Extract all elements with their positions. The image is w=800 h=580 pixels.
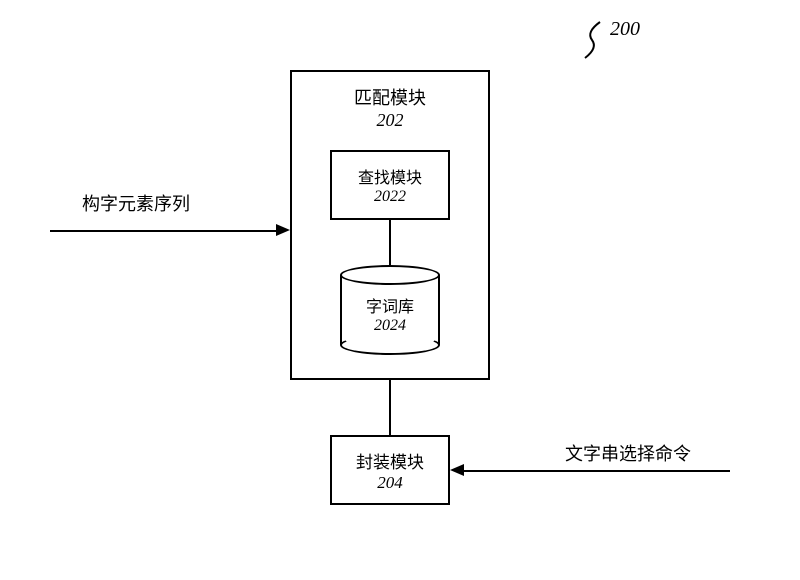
figure-number: 200 bbox=[610, 18, 640, 41]
package-module-label: 封装模块 bbox=[356, 448, 424, 473]
lookup-module-number: 2022 bbox=[374, 188, 406, 206]
matching-module-label: 匹配模块 bbox=[354, 84, 426, 110]
matching-module-number: 202 bbox=[354, 110, 426, 131]
select-arrow-line bbox=[462, 470, 730, 472]
dictionary-label: 字词库 bbox=[340, 293, 440, 317]
dictionary-number: 2024 bbox=[340, 317, 440, 335]
connector-outer-to-package bbox=[389, 380, 391, 435]
package-module-box: 封装模块 204 bbox=[330, 435, 450, 505]
select-arrow-head bbox=[450, 464, 464, 476]
input-arrow-head bbox=[276, 224, 290, 236]
dictionary-cylinder: 字词库 2024 bbox=[340, 265, 440, 355]
select-arrow-label: 文字串选择命令 bbox=[565, 440, 691, 466]
input-arrow-line bbox=[50, 230, 278, 232]
connector-lookup-to-dict bbox=[389, 220, 391, 265]
lookup-module-label: 查找模块 bbox=[358, 164, 422, 188]
input-arrow-label: 构字元素序列 bbox=[82, 190, 190, 216]
lookup-module-box: 查找模块 2022 bbox=[330, 150, 450, 220]
figure-s-curve bbox=[580, 20, 610, 60]
package-module-number: 204 bbox=[377, 473, 403, 493]
